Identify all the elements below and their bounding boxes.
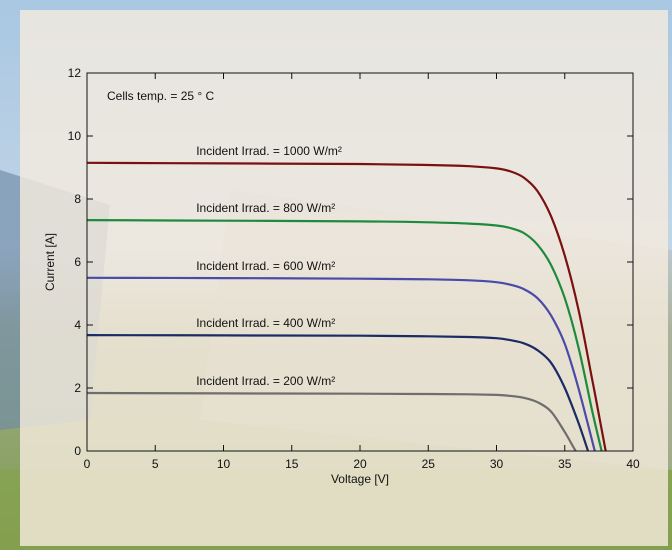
x-tick-label: 35 <box>558 457 572 471</box>
iv-curve-series <box>86 276 596 452</box>
y-tick-label: 8 <box>74 192 81 206</box>
x-tick-label: 20 <box>353 457 367 471</box>
y-tick-label: 2 <box>74 381 81 395</box>
y-tick-label: 4 <box>74 318 81 332</box>
plot-frame <box>86 72 634 452</box>
iv-curve-series <box>86 161 607 452</box>
cells-temp-annotation: Cells temp. = 25 ° C <box>107 89 215 103</box>
x-axis-label: Voltage [V] <box>331 472 389 486</box>
x-tick-label: 30 <box>490 457 504 471</box>
series-label: Incident Irrad. = 400 W/m² <box>196 316 335 330</box>
y-tick-label: 6 <box>74 255 81 269</box>
x-tick-label: 15 <box>285 457 299 471</box>
series-label: Incident Irrad. = 200 W/m² <box>196 374 335 388</box>
y-axis-label: Current [A] <box>43 233 57 291</box>
x-tick-label: 0 <box>84 457 91 471</box>
x-tick-label: 40 <box>626 457 640 471</box>
iv-curve-series <box>86 391 577 452</box>
x-tick-label: 5 <box>152 457 159 471</box>
series-label: Incident Irrad. = 600 W/m² <box>196 259 335 273</box>
iv-curve-series <box>86 219 603 452</box>
y-tick-label: 0 <box>74 444 81 458</box>
x-tick-label: 10 <box>217 457 231 471</box>
y-tick-label: 10 <box>68 129 82 143</box>
series-label: Incident Irrad. = 1000 W/m² <box>196 144 342 158</box>
y-tick-label: 12 <box>68 66 82 80</box>
series-label: Incident Irrad. = 800 W/m² <box>196 201 335 215</box>
iv-curve-series <box>86 334 590 452</box>
x-tick-label: 25 <box>422 457 436 471</box>
